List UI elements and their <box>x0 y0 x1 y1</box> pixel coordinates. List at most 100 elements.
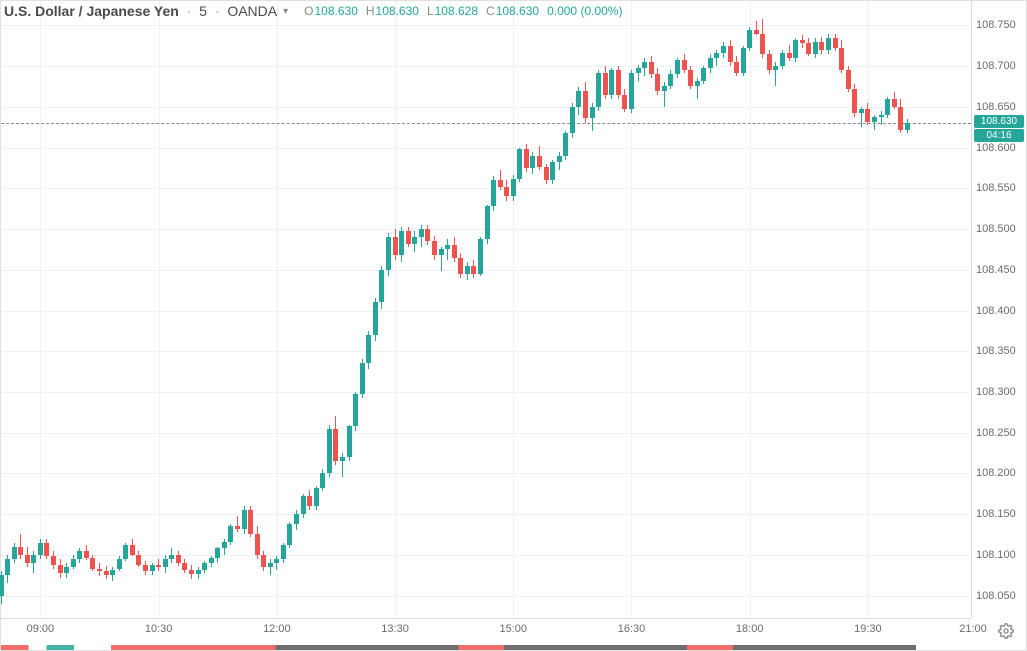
candle[interactable] <box>826 1 831 620</box>
candle[interactable] <box>596 1 601 620</box>
candle[interactable] <box>287 1 292 620</box>
candle[interactable] <box>366 1 371 620</box>
candle[interactable] <box>806 1 811 620</box>
candle[interactable] <box>90 1 95 620</box>
candle[interactable] <box>189 1 194 620</box>
candle[interactable] <box>530 1 535 620</box>
candle[interactable] <box>44 1 49 620</box>
candle[interactable] <box>458 1 463 620</box>
candle[interactable] <box>136 1 141 620</box>
candle[interactable] <box>386 1 391 620</box>
candle[interactable] <box>202 1 207 620</box>
candle[interactable] <box>544 1 549 620</box>
candle[interactable] <box>307 1 312 620</box>
candle[interactable] <box>701 1 706 620</box>
candle[interactable] <box>347 1 352 620</box>
candle[interactable] <box>228 1 233 620</box>
candle[interactable] <box>97 1 102 620</box>
candle[interactable] <box>406 1 411 620</box>
candle[interactable] <box>754 1 759 620</box>
candle[interactable] <box>649 1 654 620</box>
candle[interactable] <box>373 1 378 620</box>
candle[interactable] <box>215 1 220 620</box>
candle[interactable] <box>294 1 299 620</box>
candle[interactable] <box>688 1 693 620</box>
candle[interactable] <box>800 1 805 620</box>
candle[interactable] <box>222 1 227 620</box>
candle[interactable] <box>642 1 647 620</box>
candle[interactable] <box>905 1 910 620</box>
candle[interactable] <box>787 1 792 620</box>
candle[interactable] <box>675 1 680 620</box>
candle[interactable] <box>399 1 404 620</box>
candle[interactable] <box>747 1 752 620</box>
candle[interactable] <box>5 1 10 620</box>
candle[interactable] <box>511 1 516 620</box>
candle[interactable] <box>301 1 306 620</box>
price-axis[interactable]: 108.050108.100108.150108.200108.250108.3… <box>971 1 1026 618</box>
candle[interactable] <box>248 1 253 620</box>
candle[interactable] <box>557 1 562 620</box>
candle[interactable] <box>425 1 430 620</box>
candle[interactable] <box>714 1 719 620</box>
candle[interactable] <box>550 1 555 620</box>
symbol-name[interactable]: U.S. Dollar / Japanese Yen <box>4 3 179 19</box>
candle[interactable] <box>839 1 844 620</box>
candle[interactable] <box>51 1 56 620</box>
candle[interactable] <box>12 1 17 620</box>
time-axis[interactable]: 09:0010:3012:0013:3015:0016:3018:0019:30… <box>1 618 971 650</box>
candlestick-plot[interactable] <box>1 1 971 618</box>
candle[interactable] <box>71 1 76 620</box>
candle[interactable] <box>570 1 575 620</box>
data-source[interactable]: OANDA <box>227 3 277 19</box>
candle[interactable] <box>274 1 279 620</box>
candle[interactable] <box>773 1 778 620</box>
candle[interactable] <box>412 1 417 620</box>
candle[interactable] <box>695 1 700 620</box>
candle[interactable] <box>209 1 214 620</box>
candle[interactable] <box>721 1 726 620</box>
candle[interactable] <box>629 1 634 620</box>
candle[interactable] <box>524 1 529 620</box>
candle[interactable] <box>892 1 897 620</box>
candle[interactable] <box>485 1 490 620</box>
candle[interactable] <box>885 1 890 620</box>
candle[interactable] <box>780 1 785 620</box>
candle[interactable] <box>846 1 851 620</box>
candle[interactable] <box>117 1 122 620</box>
candle[interactable] <box>471 1 476 620</box>
candle[interactable] <box>123 1 128 620</box>
candle[interactable] <box>813 1 818 620</box>
candle[interactable] <box>255 1 260 620</box>
candle[interactable] <box>767 1 772 620</box>
candle[interactable] <box>58 1 63 620</box>
candle[interactable] <box>819 1 824 620</box>
candle[interactable] <box>859 1 864 620</box>
candle[interactable] <box>320 1 325 620</box>
candle[interactable] <box>38 1 43 620</box>
candle[interactable] <box>25 1 30 620</box>
candle[interactable] <box>340 1 345 620</box>
candle[interactable] <box>622 1 627 620</box>
candle[interactable] <box>491 1 496 620</box>
candle[interactable] <box>662 1 667 620</box>
candle[interactable] <box>64 1 69 620</box>
candle[interactable] <box>636 1 641 620</box>
candle[interactable] <box>360 1 365 620</box>
candle[interactable] <box>353 1 358 620</box>
candle[interactable] <box>603 1 608 620</box>
candle[interactable] <box>609 1 614 620</box>
candle[interactable] <box>379 1 384 620</box>
candle[interactable] <box>616 1 621 620</box>
candle[interactable] <box>452 1 457 620</box>
candle[interactable] <box>281 1 286 620</box>
candle[interactable] <box>793 1 798 620</box>
candle[interactable] <box>18 1 23 620</box>
candle[interactable] <box>419 1 424 620</box>
candle[interactable] <box>84 1 89 620</box>
candle[interactable] <box>465 1 470 620</box>
candle[interactable] <box>104 1 109 620</box>
candle[interactable] <box>110 1 115 620</box>
candle[interactable] <box>77 1 82 620</box>
candle[interactable] <box>0 1 4 620</box>
